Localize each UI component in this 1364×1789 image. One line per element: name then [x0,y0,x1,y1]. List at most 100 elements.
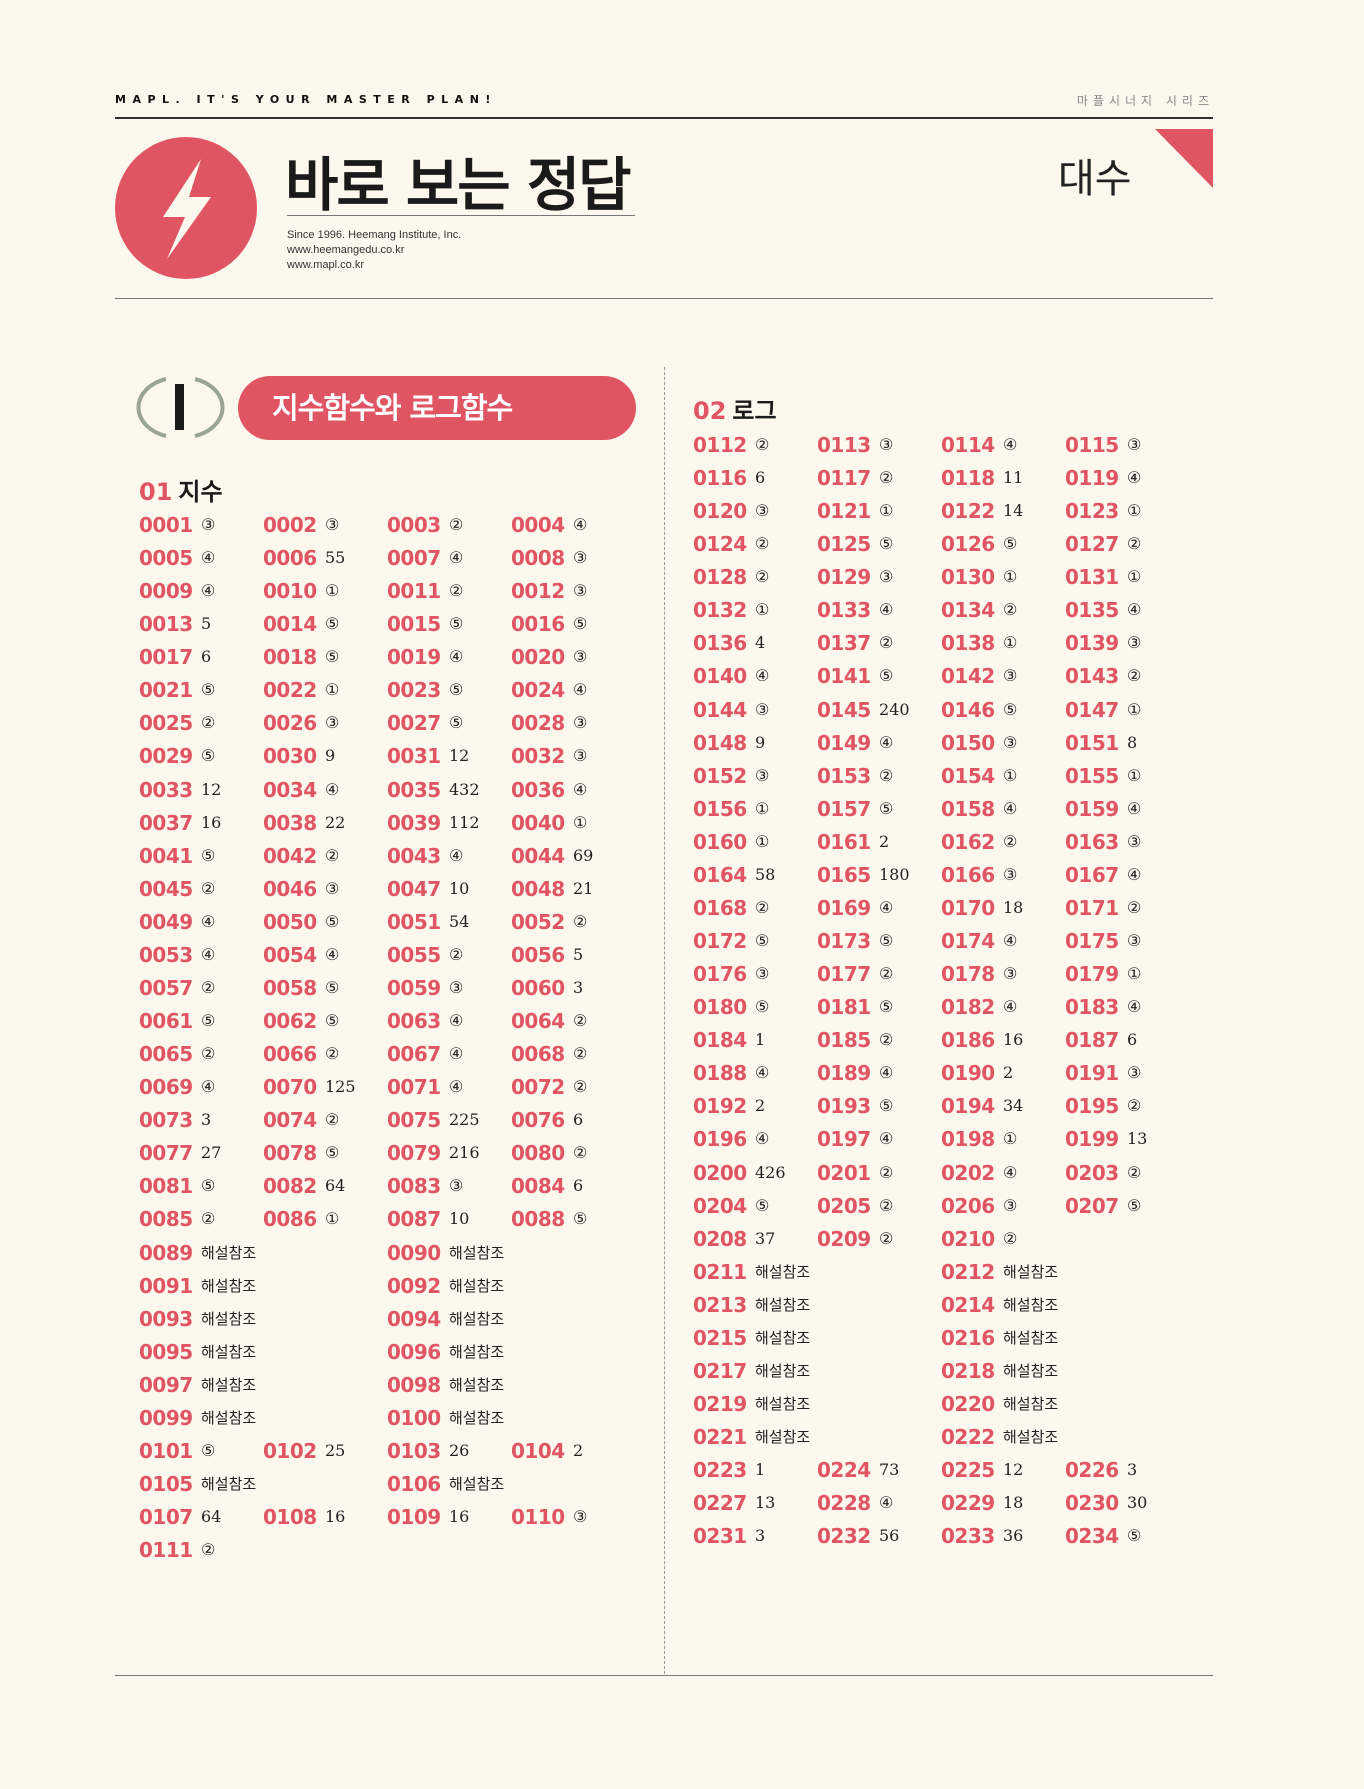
problem-number: 0177 [817,962,871,986]
answer: 36 [1003,1526,1024,1545]
corner-triangle [1155,129,1213,188]
problem-number: 0163 [1065,830,1119,854]
problem-number: 0070 [263,1075,317,1099]
problem-number: 0079 [387,1141,441,1165]
problem-number: 0049 [139,910,193,934]
answer: ④ [449,846,464,865]
answer: ② [449,581,464,600]
problem-number: 0208 [693,1227,747,1251]
answer: 30 [1127,1493,1148,1512]
answer: 해설참조 [1003,1362,1059,1380]
answer: ⑤ [449,713,464,732]
problem-number: 0161 [817,830,871,854]
answer: ⑤ [201,1011,216,1030]
info-line: www.heemangedu.co.kr [287,244,405,256]
problem-number: 0009 [139,579,193,603]
problem-number: 0120 [693,499,747,523]
answer: 18 [1003,898,1024,917]
answer: ④ [755,1063,770,1082]
problem-number: 0112 [693,433,747,457]
problem-number: 0129 [817,565,871,589]
problem-number: 0175 [1065,929,1119,953]
problem-number: 0234 [1065,1524,1119,1548]
problem-number: 0224 [817,1458,871,1482]
answer: 216 [449,1143,480,1162]
answer: ② [573,1011,588,1030]
problem-number: 0109 [387,1505,441,1529]
problem-number: 0008 [511,546,565,570]
problem-number: 0214 [941,1293,995,1317]
problem-number: 0147 [1065,698,1119,722]
answer: 112 [449,813,480,832]
problem-number: 0199 [1065,1127,1119,1151]
answer: ⑤ [879,666,894,685]
problem-number: 0217 [693,1359,747,1383]
info-line: Since 1996. Heemang Institute, Inc. [287,229,462,241]
answer: 64 [325,1176,346,1195]
answer: 54 [449,912,470,931]
problem-number: 0221 [693,1425,747,1449]
problem-number: 0004 [511,513,565,537]
answer: 해설참조 [755,1296,811,1314]
lightning-bolt-icon [163,159,211,259]
answer: ④ [755,666,770,685]
answer: 해설참조 [201,1244,257,1262]
answer: 432 [449,780,480,799]
answer: ③ [1127,633,1142,652]
problem-number: 0081 [139,1174,193,1198]
problem-number: 0218 [941,1359,995,1383]
answer: ② [325,846,340,865]
answer: ② [1003,600,1018,619]
answer: ③ [1003,666,1018,685]
answer: ④ [201,548,216,567]
problem-number: 0128 [693,565,747,589]
problem-number: 0169 [817,896,871,920]
problem-number: 0091 [139,1274,193,1298]
answer: ③ [879,567,894,586]
problem-number: 0227 [693,1491,747,1515]
problem-number: 0230 [1065,1491,1119,1515]
answer: 해설참조 [449,1376,505,1394]
problem-number: 0125 [817,532,871,556]
answer: ② [201,1209,216,1228]
problem-number: 0105 [139,1472,193,1496]
answer: 3 [201,1110,212,1129]
problem-number: 0076 [511,1108,565,1132]
problem-number: 0180 [693,995,747,1019]
answer: ② [1003,1229,1018,1248]
answer: ② [325,1044,340,1063]
answer: ⑤ [1127,1526,1142,1545]
problem-number: 0058 [263,976,317,1000]
problem-number: 0015 [387,612,441,636]
problem-number: 0220 [941,1392,995,1416]
answer: 9 [755,733,766,752]
problem-number: 0167 [1065,863,1119,887]
problem-number: 0078 [263,1141,317,1165]
problem-number: 0117 [817,466,871,490]
answer: ③ [1127,931,1142,950]
problem-number: 0156 [693,797,747,821]
answer: 10 [449,1209,470,1228]
problem-number: 0143 [1065,664,1119,688]
problem-number: 0082 [263,1174,317,1198]
series-name: 마플시너지 시리즈 [1076,94,1214,108]
answer: ③ [755,964,770,983]
answer: ② [879,766,894,785]
answer: ④ [573,515,588,534]
problem-number: 0183 [1065,995,1119,1019]
answer: 해설참조 [449,1475,505,1493]
chapter-title: 지수함수와 로그함수 [238,376,636,440]
problem-number: 0142 [941,664,995,688]
problem-number: 0051 [387,910,441,934]
answer: 1 [755,1460,766,1479]
problem-number: 0140 [693,664,747,688]
answer: ③ [755,501,770,520]
problem-number: 0023 [387,678,441,702]
problem-number: 0093 [139,1307,193,1331]
problem-number: 0072 [511,1075,565,1099]
problem-number: 0089 [139,1241,193,1265]
problem-number: 0064 [511,1009,565,1033]
problem-number: 0111 [139,1538,193,1562]
problem-number: 0181 [817,995,871,1019]
answer: 해설참조 [1003,1329,1059,1347]
